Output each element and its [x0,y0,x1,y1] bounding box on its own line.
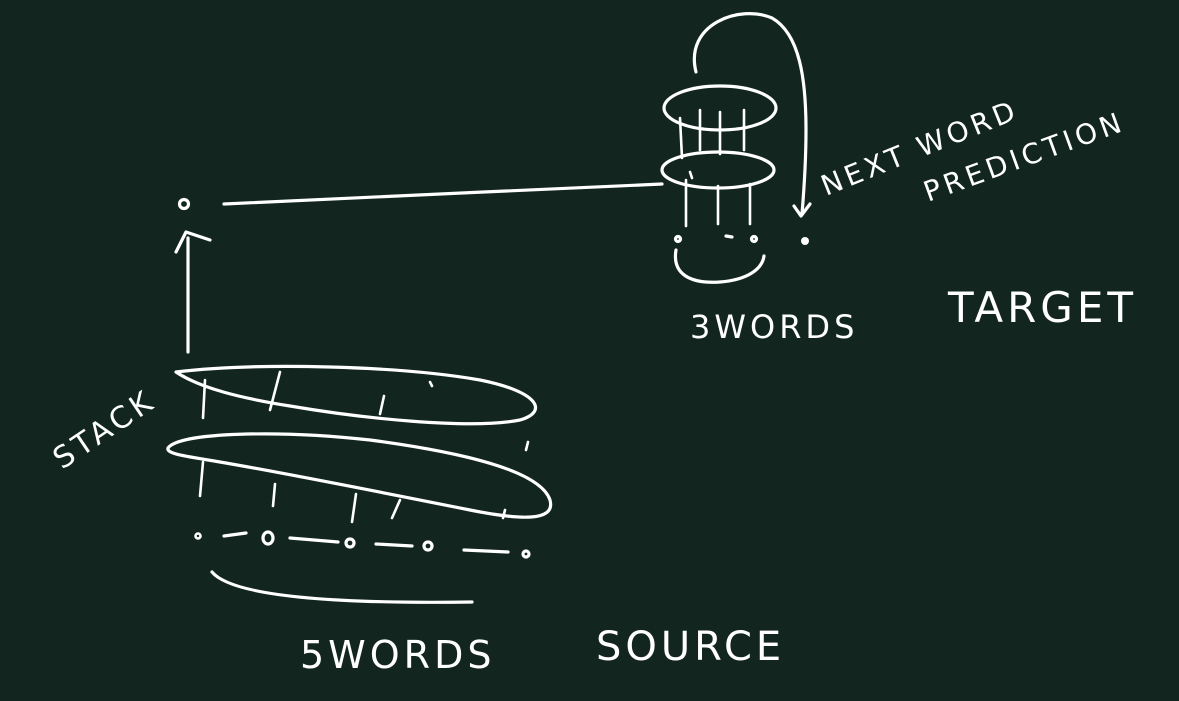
target-words-label: 3WORDS [690,308,858,346]
source-connector [201,378,207,420]
source-connector [198,460,205,498]
target-token [724,234,734,239]
source-connector [501,508,507,520]
source-connector [268,370,282,412]
next-word-token [801,237,809,245]
source-label: SOURCE [596,624,785,670]
source-brace [210,570,474,604]
source-connector [524,440,530,452]
next-word-label: NEXT WORD [816,93,1023,202]
encoder-output-arrow [174,230,212,354]
source-stack [166,364,553,604]
source-token-link [462,548,510,554]
stack-label: STACK [47,383,162,477]
source-connector [378,394,386,416]
source-token-link [374,542,414,548]
target-connector [688,170,694,180]
source-token [521,549,531,559]
source-token-link [222,531,248,538]
source-layer-top [174,364,538,426]
source-token [422,540,434,552]
feedback-loop [692,12,808,216]
source-token-row [194,530,531,559]
target-brace [673,248,766,284]
source-connector [428,380,434,388]
target-layer-bottom [660,150,776,190]
target-token [749,234,759,244]
encoder-to-decoder-line [222,182,664,206]
source-token [344,537,356,549]
target-connector [678,116,684,160]
source-token-link [288,536,340,544]
source-token [261,530,275,546]
target-label: TARGET [947,283,1137,332]
source-connector [350,492,358,524]
source-token [194,532,202,540]
target-stack [660,12,812,284]
source-layer-bottom [166,432,553,519]
source-connector [390,498,402,520]
source-words-label: 5WORDS [300,633,495,677]
source-connector [271,482,277,508]
target-token [673,234,683,244]
feedback-arrowhead [792,202,812,218]
encoder-output-node [177,197,191,211]
